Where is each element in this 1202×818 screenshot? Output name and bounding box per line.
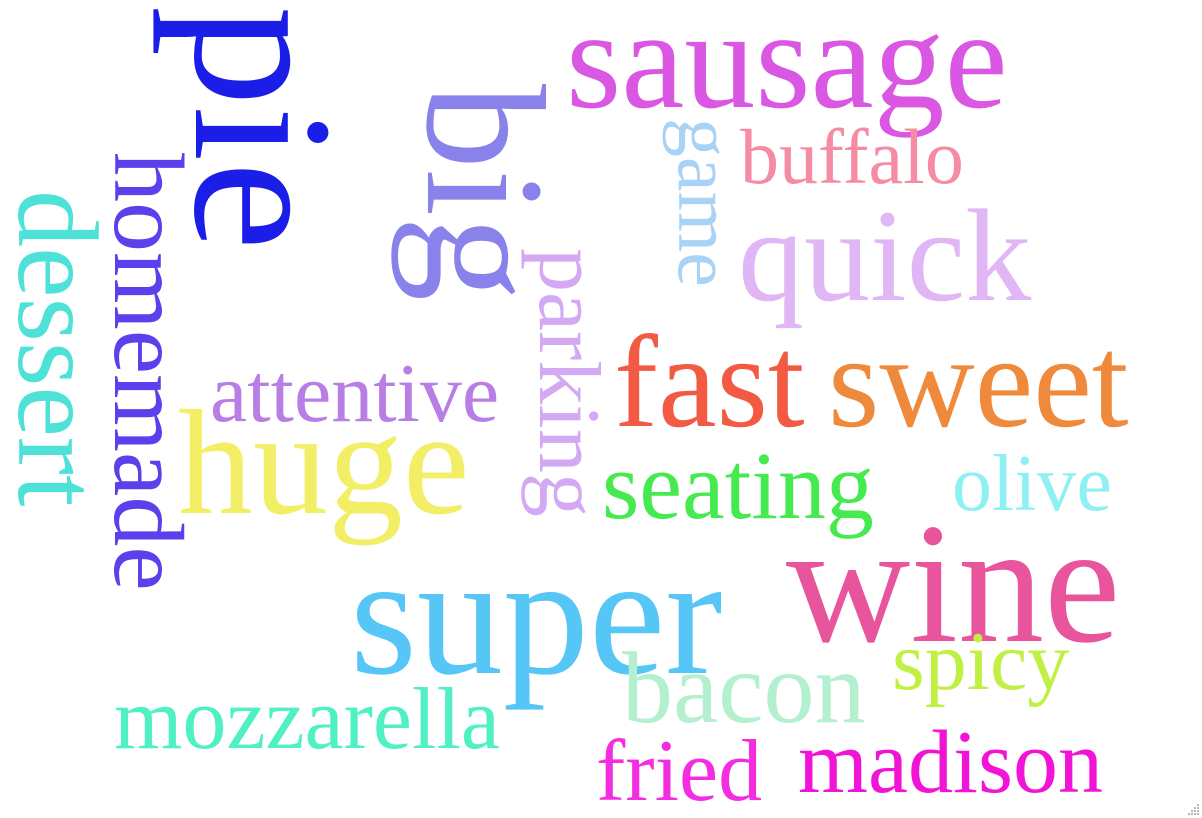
word-olive: olive — [952, 440, 1112, 528]
word-spicy: spicy — [892, 615, 1070, 708]
word-huge: huge — [178, 380, 470, 546]
word-seating: seating — [602, 432, 874, 539]
word-game: game — [662, 118, 749, 287]
word-parking: parking — [520, 248, 617, 517]
word-buffalo: buffalo — [740, 113, 964, 200]
word-sweet: sweet — [828, 308, 1129, 455]
word-sausage: sausage — [566, 0, 1008, 138]
word-dessert: dessert — [0, 190, 121, 507]
word-madison: madison — [798, 713, 1103, 812]
word-wine: wine — [786, 489, 1121, 679]
word-attentive: attentive — [210, 347, 500, 440]
word-quick: quick — [738, 182, 1032, 329]
word-super: super — [350, 521, 723, 711]
resize-grip-icon[interactable] — [1186, 802, 1200, 816]
word-fast: fast — [614, 308, 805, 455]
word-bacon: bacon — [622, 632, 866, 745]
word-mozzarella: mozzarella — [114, 671, 500, 768]
word-fried: fried — [596, 723, 763, 818]
